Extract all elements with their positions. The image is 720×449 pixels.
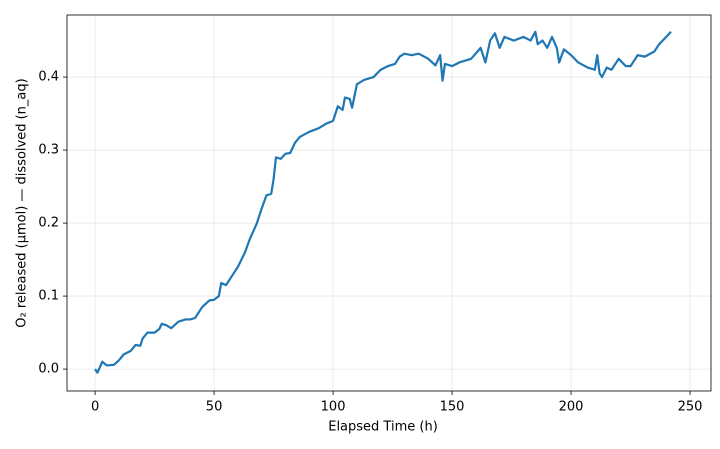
plot-frame [66,14,712,392]
x-tick-label: 250 [678,400,703,415]
y-tick-label: 0.3 [38,143,59,158]
y-axis-label: O₂ released (μmol) — dissolved (n_aq) [15,78,30,327]
y-tick-label: 0.0 [38,362,59,377]
x-tick-label: 0 [91,400,99,415]
x-tick-label: 200 [559,400,584,415]
x-tick-label: 150 [440,400,465,415]
data-line [94,30,672,374]
x-axis-label: Elapsed Time (h) [328,420,438,435]
x-tick-label: 100 [321,400,346,415]
y-tick-label: 0.1 [38,289,59,304]
x-tick-label: 50 [206,400,223,415]
y-tick-label: 0.2 [38,216,59,231]
y-tick-label: 0.4 [38,70,59,85]
